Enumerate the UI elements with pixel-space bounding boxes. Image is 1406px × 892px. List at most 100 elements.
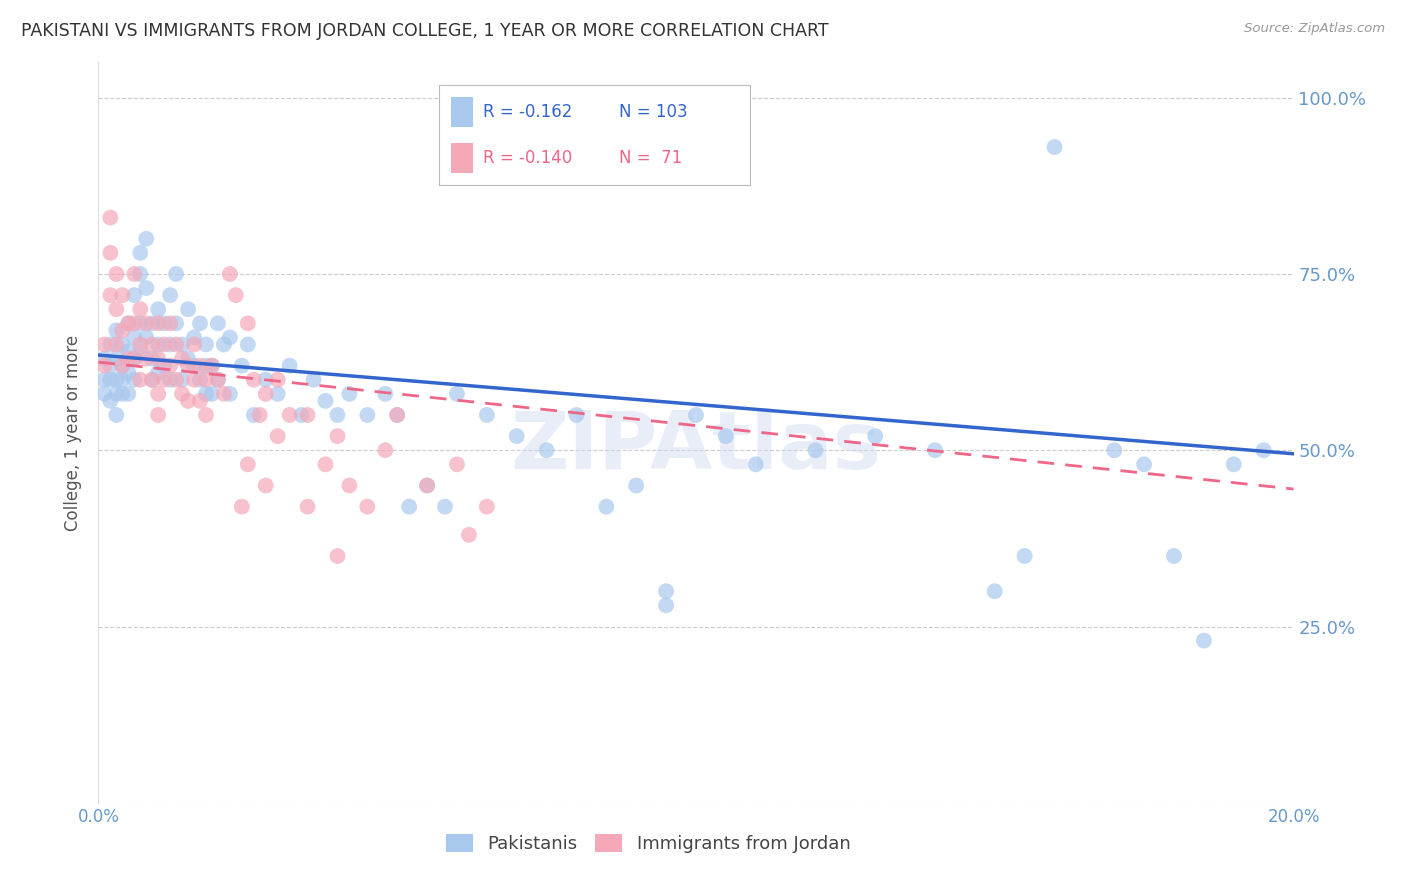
Point <box>278 408 301 422</box>
Point <box>201 359 224 373</box>
Point <box>267 387 290 401</box>
Point <box>98 373 122 387</box>
Point <box>105 337 128 351</box>
Point <box>446 458 468 472</box>
Point <box>172 373 194 387</box>
Point <box>111 359 134 373</box>
Point <box>135 281 157 295</box>
Point <box>141 373 163 387</box>
Point <box>212 337 235 351</box>
Point <box>1192 633 1215 648</box>
Point <box>865 429 887 443</box>
Point <box>207 373 229 387</box>
Point <box>1163 549 1185 563</box>
Point <box>117 366 139 380</box>
Point <box>536 443 558 458</box>
Point <box>195 373 218 387</box>
Point <box>111 387 134 401</box>
Point <box>93 373 115 387</box>
Point <box>714 429 737 443</box>
Point <box>105 408 128 422</box>
Point <box>924 443 946 458</box>
Point <box>105 323 128 337</box>
Point <box>565 408 588 422</box>
Point <box>655 599 678 613</box>
Point <box>434 500 457 514</box>
Point <box>129 316 152 330</box>
Point <box>225 288 247 302</box>
Point <box>124 373 146 387</box>
Point <box>105 267 128 281</box>
Point <box>236 316 259 330</box>
Point <box>129 302 152 317</box>
Point <box>177 302 200 317</box>
Point <box>506 429 529 443</box>
Point <box>117 344 139 359</box>
Point <box>105 351 128 366</box>
Point <box>267 373 290 387</box>
Point <box>315 393 337 408</box>
Point <box>188 393 211 408</box>
Point <box>188 316 211 330</box>
Point <box>183 330 205 344</box>
Point <box>236 458 259 472</box>
Point <box>124 288 146 302</box>
Point <box>326 408 349 422</box>
Point <box>374 387 396 401</box>
Point <box>111 323 134 337</box>
Point <box>219 267 242 281</box>
Point <box>339 478 361 492</box>
Point <box>111 288 134 302</box>
Point <box>135 232 157 246</box>
Point <box>475 500 498 514</box>
Point <box>98 337 122 351</box>
Point <box>356 500 378 514</box>
Point <box>165 337 187 351</box>
Point <box>117 316 139 330</box>
Point <box>188 373 211 387</box>
Point <box>98 211 122 225</box>
Point <box>117 316 139 330</box>
Point <box>195 387 218 401</box>
Point <box>1223 458 1246 472</box>
Point <box>177 393 200 408</box>
Point <box>177 359 200 373</box>
Point <box>195 337 218 351</box>
Point <box>243 408 266 422</box>
Point <box>98 245 122 260</box>
Point <box>475 408 498 422</box>
Text: ZIPAtlas: ZIPAtlas <box>510 409 882 486</box>
Point <box>148 351 170 366</box>
Point <box>254 478 277 492</box>
Point <box>124 351 146 366</box>
Point <box>98 359 122 373</box>
Point <box>93 359 115 373</box>
Point <box>236 337 259 351</box>
Point <box>141 351 163 366</box>
Point <box>124 330 146 344</box>
Point <box>153 337 176 351</box>
Point <box>153 359 176 373</box>
Point <box>159 359 181 373</box>
Point <box>177 351 200 366</box>
Point <box>195 408 218 422</box>
Point <box>153 373 176 387</box>
Point <box>93 337 115 351</box>
Point <box>243 373 266 387</box>
Point <box>416 478 439 492</box>
Point <box>745 458 768 472</box>
Text: Source: ZipAtlas.com: Source: ZipAtlas.com <box>1244 22 1385 36</box>
Point <box>219 387 242 401</box>
Point <box>98 288 122 302</box>
Point <box>165 316 187 330</box>
Point <box>1014 549 1036 563</box>
Point <box>129 373 152 387</box>
Point <box>201 359 224 373</box>
Point <box>165 267 187 281</box>
Point <box>183 359 205 373</box>
Point <box>302 373 325 387</box>
Point <box>254 387 277 401</box>
Point <box>135 351 157 366</box>
Point <box>278 359 301 373</box>
Point <box>124 267 146 281</box>
